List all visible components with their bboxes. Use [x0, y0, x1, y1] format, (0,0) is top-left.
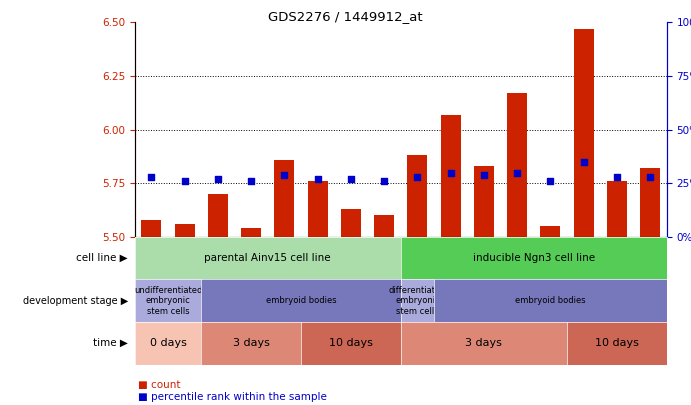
Point — [346, 176, 357, 182]
Point — [146, 174, 157, 180]
Text: ■ count: ■ count — [138, 380, 181, 390]
Bar — [540, 226, 560, 237]
Bar — [175, 224, 195, 237]
Point — [312, 176, 323, 182]
Text: embryoid bodies: embryoid bodies — [266, 296, 337, 305]
Text: differentiated
embryonic
stem cells: differentiated embryonic stem cells — [388, 286, 446, 315]
Bar — [374, 215, 394, 237]
Point — [612, 174, 623, 180]
Bar — [307, 181, 328, 237]
Bar — [341, 209, 361, 237]
Text: parental Ainv15 cell line: parental Ainv15 cell line — [205, 253, 331, 263]
Bar — [574, 29, 594, 237]
Point — [412, 174, 423, 180]
Text: 3 days: 3 days — [466, 338, 502, 348]
Text: 3 days: 3 days — [233, 338, 269, 348]
Point — [245, 178, 256, 184]
Bar — [241, 228, 261, 237]
Point — [212, 176, 223, 182]
Point — [478, 171, 489, 178]
Text: development stage ▶: development stage ▶ — [23, 296, 128, 306]
Bar — [408, 156, 427, 237]
Point — [279, 171, 290, 178]
Bar — [142, 220, 161, 237]
Text: 10 days: 10 days — [329, 338, 373, 348]
Bar — [507, 93, 527, 237]
Text: ■ percentile rank within the sample: ■ percentile rank within the sample — [138, 392, 327, 402]
Bar — [607, 181, 627, 237]
Text: inducible Ngn3 cell line: inducible Ngn3 cell line — [473, 253, 595, 263]
Point — [445, 169, 456, 176]
Text: 10 days: 10 days — [595, 338, 639, 348]
Point — [179, 178, 190, 184]
Point — [545, 178, 556, 184]
Text: time ▶: time ▶ — [93, 338, 128, 348]
Bar — [640, 168, 660, 237]
Point — [511, 169, 522, 176]
Text: GDS2276 / 1449912_at: GDS2276 / 1449912_at — [268, 10, 423, 23]
Bar — [441, 115, 461, 237]
Point — [645, 174, 656, 180]
Point — [379, 178, 390, 184]
Point — [578, 159, 589, 165]
Text: undifferentiated
embryonic
stem cells: undifferentiated embryonic stem cells — [134, 286, 202, 315]
Text: embryoid bodies: embryoid bodies — [515, 296, 586, 305]
Text: cell line ▶: cell line ▶ — [76, 253, 128, 263]
Bar — [274, 160, 294, 237]
Bar — [474, 166, 494, 237]
Text: 0 days: 0 days — [149, 338, 187, 348]
Bar — [208, 194, 228, 237]
